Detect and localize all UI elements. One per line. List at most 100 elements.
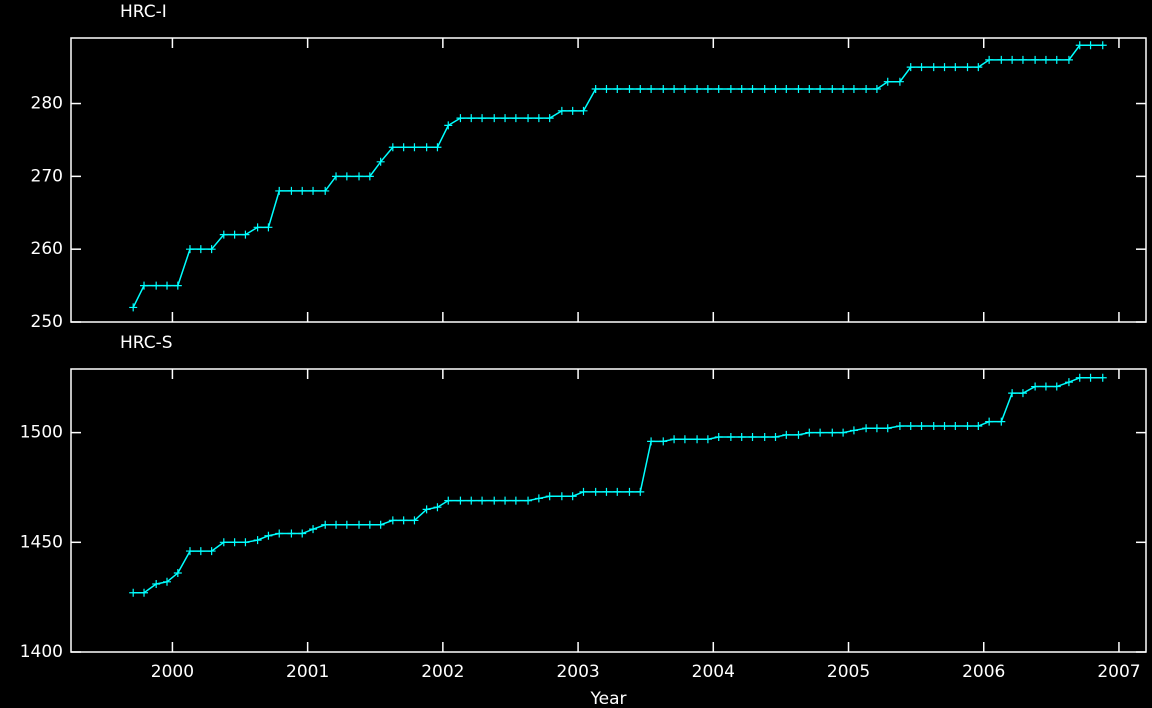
data-point bbox=[917, 422, 926, 431]
x-tick-label: 2003 bbox=[556, 662, 599, 682]
data-point bbox=[152, 281, 161, 290]
y-tick-label: 260 bbox=[31, 239, 63, 259]
data-point bbox=[524, 496, 533, 505]
panel-title: HRC-I bbox=[120, 2, 167, 22]
data-point bbox=[173, 281, 182, 290]
data-point bbox=[287, 529, 296, 538]
data-point bbox=[872, 84, 881, 93]
data-point bbox=[680, 84, 689, 93]
data-point bbox=[748, 433, 757, 442]
data-point bbox=[321, 520, 330, 529]
data-point bbox=[929, 422, 938, 431]
data-point bbox=[230, 230, 239, 239]
data-point bbox=[883, 424, 892, 433]
data-point bbox=[467, 496, 476, 505]
data-point bbox=[997, 55, 1006, 64]
data-point bbox=[241, 230, 250, 239]
data-point bbox=[794, 430, 803, 439]
data-point bbox=[309, 525, 318, 534]
data-point bbox=[647, 84, 656, 93]
data-point bbox=[737, 84, 746, 93]
x-tick-label: 2005 bbox=[827, 662, 870, 682]
plot-frame bbox=[70, 37, 1147, 323]
data-point bbox=[163, 281, 172, 290]
data-point bbox=[388, 516, 397, 525]
data-point bbox=[332, 520, 341, 529]
data-point bbox=[1018, 55, 1027, 64]
data-point bbox=[805, 428, 814, 437]
data-point bbox=[680, 435, 689, 444]
data-point bbox=[636, 84, 645, 93]
data-point bbox=[839, 84, 848, 93]
data-point bbox=[1064, 55, 1073, 64]
data-point bbox=[579, 487, 588, 496]
data-point bbox=[534, 114, 543, 123]
data-point bbox=[771, 433, 780, 442]
x-tick-label: 2001 bbox=[286, 662, 329, 682]
data-point bbox=[456, 114, 465, 123]
data-point bbox=[399, 516, 408, 525]
data-point bbox=[568, 106, 577, 115]
data-point bbox=[974, 63, 983, 72]
data-point bbox=[140, 588, 149, 597]
data-point bbox=[207, 245, 216, 254]
data-point bbox=[760, 433, 769, 442]
data-point bbox=[872, 424, 881, 433]
x-tick-label: 2002 bbox=[421, 662, 464, 682]
data-point bbox=[501, 496, 510, 505]
data-point bbox=[219, 230, 228, 239]
data-point bbox=[625, 487, 634, 496]
data-point bbox=[140, 281, 149, 290]
data-point bbox=[613, 84, 622, 93]
data-point bbox=[376, 157, 385, 166]
y-tick-label: 250 bbox=[31, 312, 63, 332]
data-point bbox=[478, 114, 487, 123]
data-point bbox=[219, 538, 228, 547]
data-point bbox=[298, 529, 307, 538]
plot-frame bbox=[70, 368, 1147, 653]
data-line bbox=[133, 377, 1103, 594]
data-point bbox=[883, 77, 892, 86]
data-point bbox=[839, 428, 848, 437]
y-tick-label: 270 bbox=[31, 166, 63, 186]
data-point bbox=[163, 577, 172, 586]
data-point bbox=[591, 487, 600, 496]
data-point bbox=[636, 487, 645, 496]
data-point bbox=[951, 63, 960, 72]
data-point bbox=[557, 492, 566, 501]
data-point bbox=[782, 84, 791, 93]
data-point bbox=[940, 422, 949, 431]
data-point bbox=[670, 435, 679, 444]
data-point bbox=[490, 114, 499, 123]
data-point bbox=[264, 223, 273, 232]
data-point bbox=[230, 538, 239, 547]
data-point bbox=[849, 84, 858, 93]
data-point bbox=[524, 114, 533, 123]
data-point bbox=[298, 186, 307, 195]
data-point bbox=[906, 422, 915, 431]
data-point bbox=[659, 84, 668, 93]
data-point bbox=[410, 143, 419, 152]
data-point bbox=[173, 569, 182, 578]
y-tick-label: 1500 bbox=[20, 423, 63, 443]
data-point bbox=[185, 547, 194, 556]
data-point bbox=[1041, 55, 1050, 64]
data-point bbox=[816, 84, 825, 93]
data-point bbox=[579, 106, 588, 115]
data-point bbox=[1098, 41, 1107, 50]
data-point bbox=[129, 303, 138, 312]
data-point bbox=[275, 529, 284, 538]
data-point bbox=[422, 505, 431, 514]
data-point bbox=[862, 424, 871, 433]
data-point bbox=[997, 417, 1006, 426]
data-point bbox=[805, 84, 814, 93]
data-point bbox=[365, 520, 374, 529]
data-point bbox=[1052, 382, 1061, 391]
data-point bbox=[332, 172, 341, 181]
data-point bbox=[152, 579, 161, 588]
data-point bbox=[714, 433, 723, 442]
x-tick-label: 2006 bbox=[962, 662, 1005, 682]
data-point bbox=[321, 186, 330, 195]
